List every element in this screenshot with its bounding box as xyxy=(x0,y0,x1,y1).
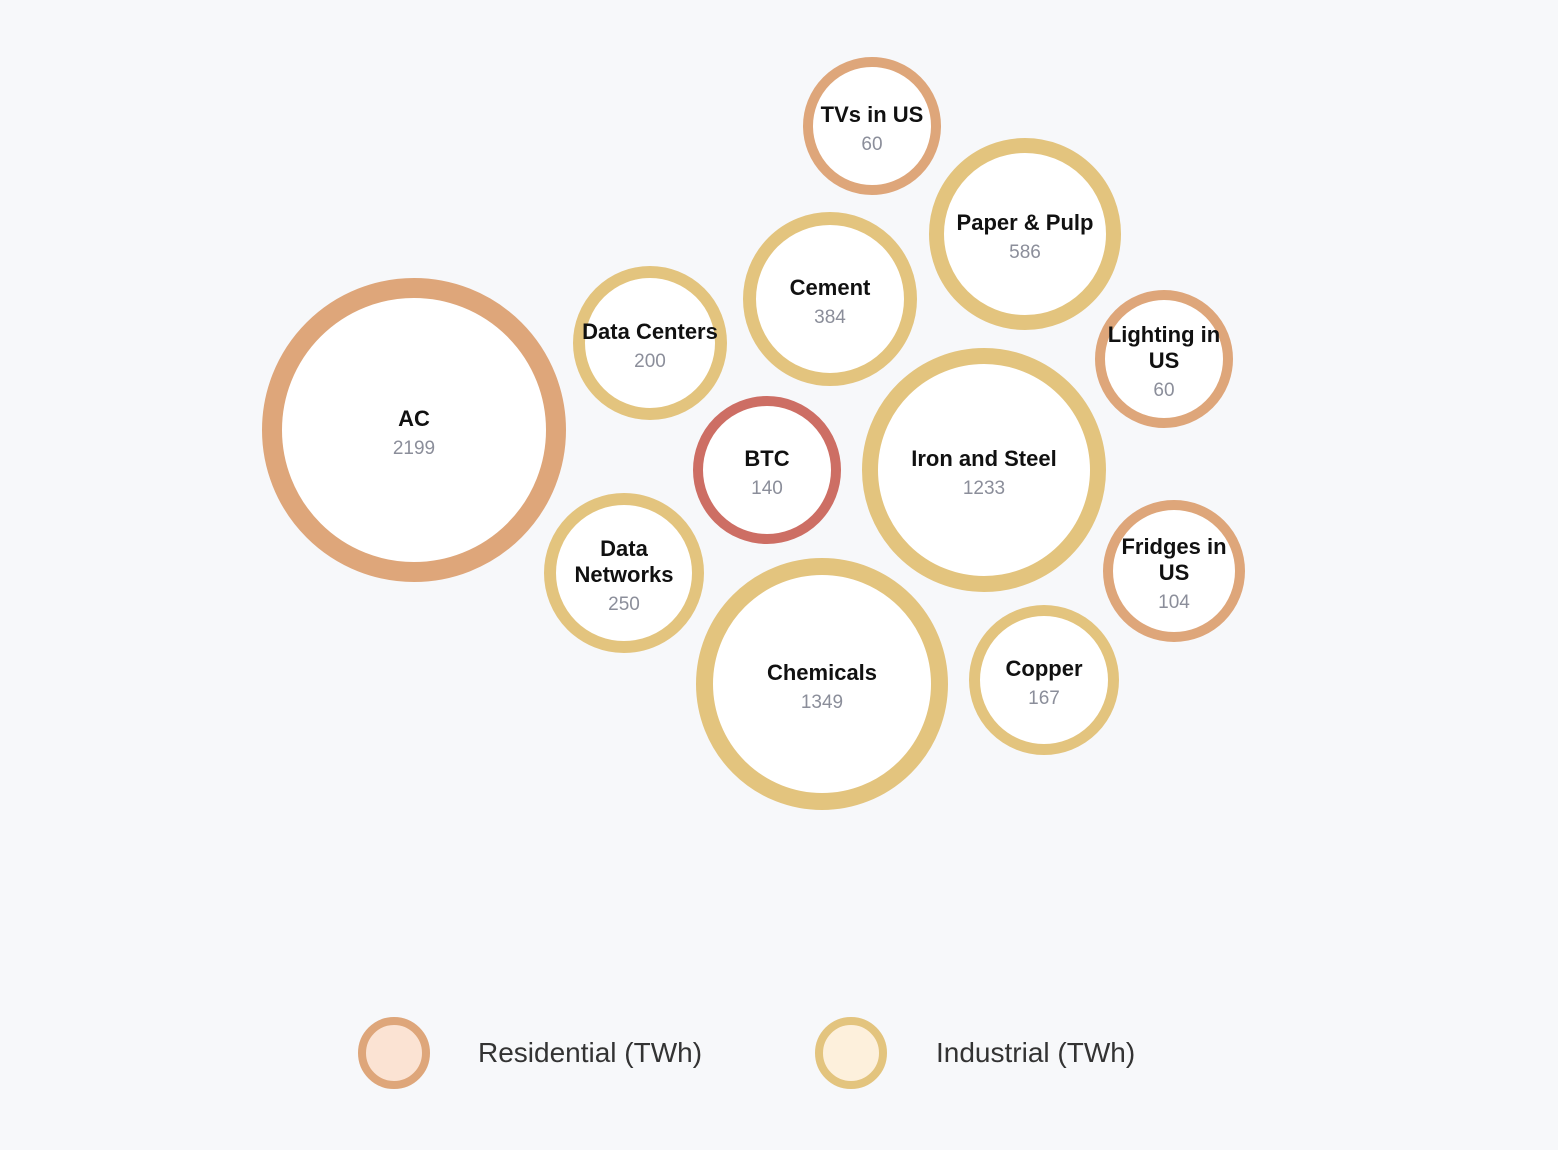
bubble-label-data-networks: Data Networks xyxy=(574,536,673,587)
bubble-value-data-networks: 250 xyxy=(608,594,640,615)
bubble-value-chemicals: 1349 xyxy=(801,692,843,713)
bubble-label-data-centers: Data Centers xyxy=(582,319,718,344)
bubble-label-tvs-in-us: TVs in US xyxy=(821,102,924,127)
bubble-circle-paper-and-pulp xyxy=(929,138,1121,330)
bubble-circle-data-centers xyxy=(573,266,727,420)
bubble-circle-chemicals xyxy=(696,558,948,810)
bubble-value-paper-and-pulp: 586 xyxy=(1009,242,1041,263)
bubble-label-lighting-in-us: Lighting in US xyxy=(1108,322,1220,373)
bubble-data-centers[interactable]: Data Centers 200 xyxy=(573,266,727,420)
bubble-value-ac: 2199 xyxy=(393,438,435,459)
bubble-data-networks[interactable]: Data Networks 250 xyxy=(544,493,704,653)
bubble-paper-and-pulp[interactable]: Paper & Pulp 586 xyxy=(929,138,1121,330)
legend: Residential (TWh) Industrial (TWh) xyxy=(358,1017,1135,1089)
bubble-circle-ac xyxy=(262,278,566,582)
legend-label-industrial: Industrial (TWh) xyxy=(936,1037,1135,1068)
bubble-lighting-in-us[interactable]: Lighting in US 60 xyxy=(1095,290,1233,428)
legend-label-residential: Residential (TWh) xyxy=(478,1037,702,1068)
bubble-value-btc: 140 xyxy=(751,478,783,499)
bubble-value-tvs-in-us: 60 xyxy=(861,134,882,155)
bubble-copper[interactable]: Copper 167 xyxy=(969,605,1119,755)
bubble-btc[interactable]: BTC 140 xyxy=(693,396,841,544)
legend-item-residential[interactable]: Residential (TWh) xyxy=(358,1017,702,1089)
bubble-iron-and-steel[interactable]: Iron and Steel 1233 xyxy=(862,348,1106,592)
bubble-value-copper: 167 xyxy=(1028,688,1060,709)
bubble-cement[interactable]: Cement 384 xyxy=(743,212,917,386)
bubble-circle-cement xyxy=(743,212,917,386)
bubble-label-iron-and-steel: Iron and Steel xyxy=(911,446,1056,471)
bubble-circle-btc xyxy=(693,396,841,544)
bubble-value-cement: 384 xyxy=(814,307,846,328)
legend-swatch-residential xyxy=(358,1017,430,1089)
bubble-tvs-in-us[interactable]: TVs in US 60 xyxy=(803,57,941,195)
bubble-circle-fridges-in-us xyxy=(1103,500,1245,642)
legend-item-industrial[interactable]: Industrial (TWh) xyxy=(815,1017,1135,1089)
bubble-circle-copper xyxy=(969,605,1119,755)
bubble-value-lighting-in-us: 60 xyxy=(1153,380,1174,401)
bubble-value-fridges-in-us: 104 xyxy=(1158,592,1190,613)
bubble-value-data-centers: 200 xyxy=(634,351,666,372)
bubbles-layer: AC 2199 TVs in US 60 Lighting in US 60 Fridges … xyxy=(262,57,1245,810)
bubble-label-cement: Cement xyxy=(790,275,871,300)
legend-swatch-industrial xyxy=(815,1017,887,1089)
bubble-label-paper-and-pulp: Paper & Pulp xyxy=(957,210,1094,235)
bubble-label-ac: AC xyxy=(398,406,430,431)
bubble-circle-lighting-in-us xyxy=(1095,290,1233,428)
bubble-label-chemicals: Chemicals xyxy=(767,660,877,685)
bubble-label-copper: Copper xyxy=(1006,656,1083,681)
bubble-value-iron-and-steel: 1233 xyxy=(963,478,1005,499)
bubble-label-btc: BTC xyxy=(744,446,789,471)
bubble-chemicals[interactable]: Chemicals 1349 xyxy=(696,558,948,810)
bubble-circle-iron-and-steel xyxy=(862,348,1106,592)
bubble-label-fridges-in-us: Fridges in US xyxy=(1121,534,1226,585)
bubble-circle-tvs-in-us xyxy=(803,57,941,195)
bubble-fridges-in-us[interactable]: Fridges in US 104 xyxy=(1103,500,1245,642)
bubble-ac[interactable]: AC 2199 xyxy=(262,278,566,582)
bubble-circle-data-networks xyxy=(544,493,704,653)
